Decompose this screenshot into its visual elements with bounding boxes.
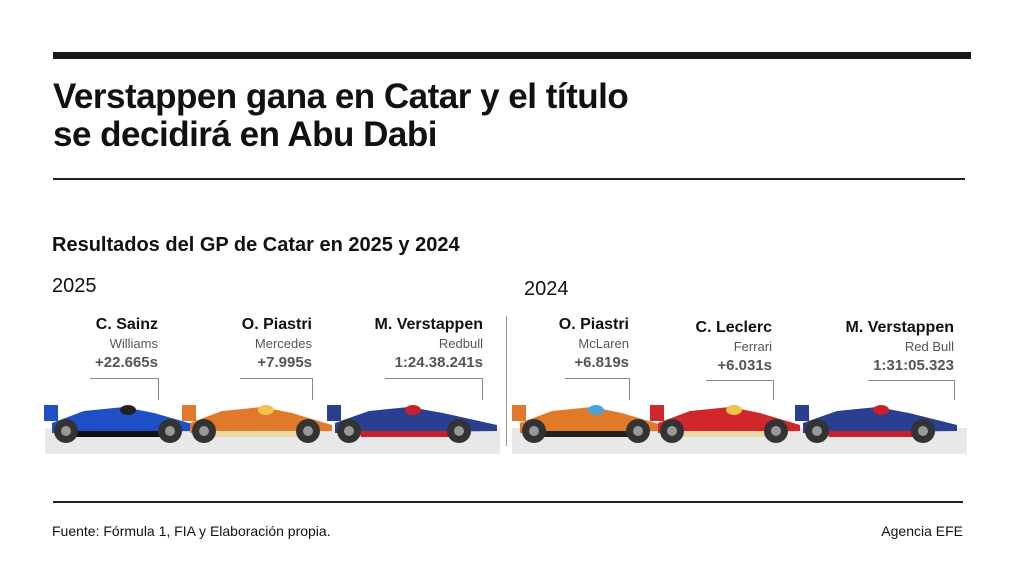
driver-team: Red Bull [904,339,954,354]
credit: Agencia EFE [881,523,963,539]
leader-line [482,378,483,400]
driver-time: +22.665s [95,354,158,371]
title-line-2: se decidirá en Abu Dabi [53,115,437,154]
driver-card: C. Sainz Williams +22.665s [95,315,158,372]
driver-name: C. Sainz [95,316,158,333]
driver-team: Mercedes [254,336,312,351]
title-rule [53,178,965,180]
year-label-2024: 2024 [524,278,569,300]
leader-line [565,378,629,379]
driver-time: +6.819s [574,354,629,371]
driver-team: Williams [109,336,158,351]
driver-name: O. Piastri [241,316,312,333]
driver-team: McLaren [578,336,629,351]
source-note: Fuente: Fórmula 1, FIA y Elaboración pro… [52,523,331,539]
driver-time: 1:31:05.323 [873,357,954,374]
leader-line [158,378,159,400]
leader-line [90,378,158,379]
driver-card: O. Piastri Mercedes +7.995s [242,315,312,372]
leader-line [312,378,313,400]
subtitle: Resultados del GP de Catar en 2025 y 202… [52,234,460,256]
driver-card: M. Verstappen Red Bull 1:31:05.323 [846,318,954,375]
driver-time: 1:24.38.241s [394,354,483,371]
leader-line [385,378,482,379]
redbull-car-image [327,405,497,443]
ferrari-car-image [650,405,800,443]
driver-name: M. Verstappen [374,316,483,333]
redbull-car-image [795,405,957,443]
williams-car-image [44,405,196,443]
mclaren-car-image [512,405,662,443]
leader-line [954,380,955,400]
driver-name: C. Leclerc [695,319,772,336]
top-rule [53,52,971,59]
driver-time: +7.995s [257,354,312,371]
driver-card: C. Leclerc Ferrari +6.031s [696,318,772,375]
mclaren-car-image [182,405,332,443]
driver-team: Ferrari [733,339,772,354]
footer-rule [53,501,963,503]
title-line-1: Verstappen gana en Catar y el título [53,77,629,116]
driver-card: M. Verstappen Redbull 1:24.38.241s [375,315,483,372]
driver-name: O. Piastri [558,316,629,333]
leader-line [773,380,774,400]
section-divider [506,316,507,446]
leader-line [629,378,630,400]
driver-card: O. Piastri McLaren +6.819s [559,315,629,372]
page-title: Verstappen gana en Catar y el título se … [53,78,753,154]
year-label-2025: 2025 [52,275,97,297]
leader-line [706,380,773,381]
leader-line [868,380,954,381]
driver-team: Redbull [438,336,483,351]
leader-line [240,378,312,379]
driver-name: M. Verstappen [845,319,954,336]
driver-time: +6.031s [717,357,772,374]
